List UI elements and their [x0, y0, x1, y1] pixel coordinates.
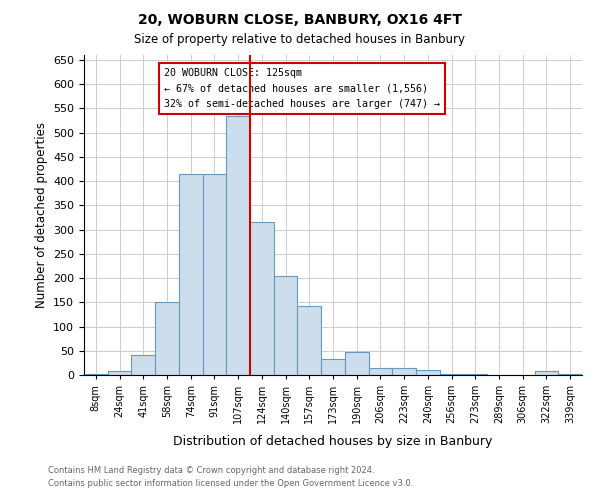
Bar: [274, 276, 298, 375]
Bar: [203, 174, 226, 375]
Bar: [463, 374, 487, 375]
Bar: [345, 352, 368, 375]
Bar: [321, 359, 345, 375]
Text: 20, WOBURN CLOSE, BANBURY, OX16 4FT: 20, WOBURN CLOSE, BANBURY, OX16 4FT: [138, 12, 462, 26]
Bar: [298, 306, 321, 375]
Bar: [368, 368, 392, 375]
Bar: [558, 374, 582, 375]
Bar: [226, 116, 250, 375]
Bar: [535, 371, 558, 375]
Bar: [131, 354, 155, 375]
Bar: [155, 302, 179, 375]
Bar: [440, 374, 463, 375]
Y-axis label: Number of detached properties: Number of detached properties: [35, 122, 47, 308]
Bar: [416, 370, 440, 375]
Text: Contains HM Land Registry data © Crown copyright and database right 2024.
Contai: Contains HM Land Registry data © Crown c…: [48, 466, 413, 487]
Text: 20 WOBURN CLOSE: 125sqm
← 67% of detached houses are smaller (1,556)
32% of semi: 20 WOBURN CLOSE: 125sqm ← 67% of detache…: [164, 68, 440, 109]
Bar: [392, 368, 416, 375]
Bar: [108, 371, 131, 375]
Bar: [84, 374, 108, 375]
X-axis label: Distribution of detached houses by size in Banbury: Distribution of detached houses by size …: [173, 434, 493, 448]
Text: Size of property relative to detached houses in Banbury: Size of property relative to detached ho…: [134, 32, 466, 46]
Bar: [179, 174, 203, 375]
Bar: [250, 222, 274, 375]
